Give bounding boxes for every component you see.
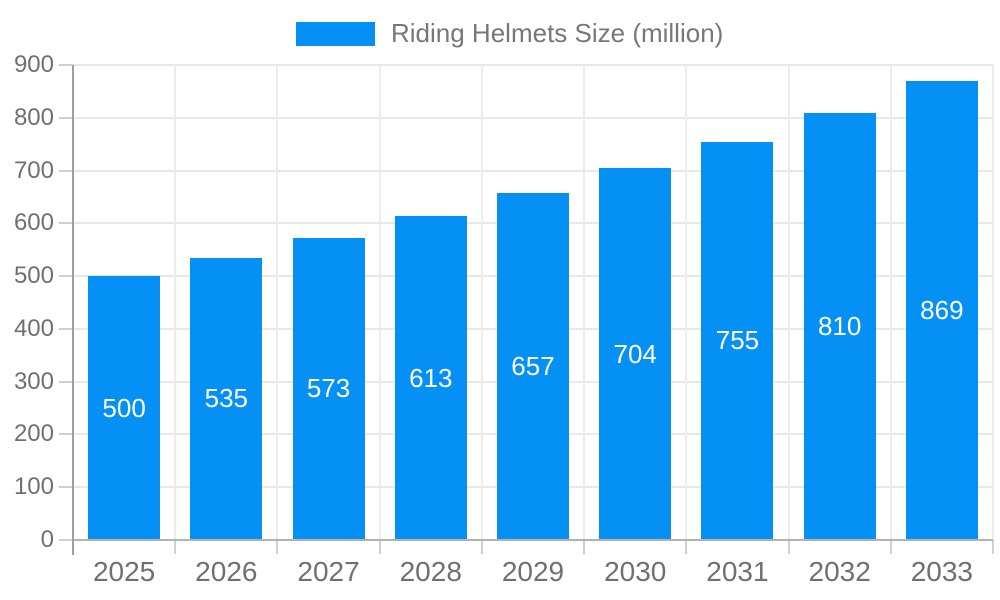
y-axis-label: 900: [13, 51, 54, 78]
x-gridline: [992, 65, 994, 540]
x-axis-label: 2025: [92, 556, 156, 587]
x-tick: [685, 540, 688, 554]
x-axis-label: 2027: [297, 556, 360, 587]
y-tick: [59, 486, 73, 489]
x-axis-label: 2033: [910, 556, 974, 587]
bar-value-label: 613: [409, 362, 453, 393]
x-axis-baseline: [73, 539, 993, 541]
bar-2026: 535: [190, 257, 263, 540]
y-tick: [59, 539, 73, 541]
bar-2032: 810: [803, 112, 876, 540]
bar-value-label: 810: [817, 310, 862, 341]
bar-2030: 704: [599, 168, 672, 540]
y-axis-label: 100: [13, 473, 54, 501]
bar-2027: 573: [292, 237, 365, 540]
x-gridline: [583, 65, 586, 540]
y-axis-line: [72, 65, 74, 555]
legend-label: Riding Helmets Size (million): [391, 18, 724, 48]
y-gridline: [73, 169, 993, 172]
y-axis-label: 200: [13, 420, 54, 448]
y-tick: [59, 380, 73, 383]
y-tick: [59, 64, 73, 66]
x-tick: [992, 540, 994, 554]
x-tick: [889, 540, 892, 554]
bar-2025: 500: [88, 276, 161, 540]
y-axis-label: 700: [13, 156, 54, 184]
y-axis-label: 600: [13, 209, 54, 237]
chart-legend: Riding Helmets Size (million): [296, 18, 723, 49]
bar-value-label: 500: [102, 392, 146, 423]
x-axis-label: 2032: [808, 556, 871, 587]
y-tick: [59, 433, 73, 436]
x-tick: [583, 540, 586, 554]
y-gridline: [73, 64, 993, 66]
bar-2033: 869: [905, 81, 978, 540]
x-gridline: [378, 65, 381, 540]
bar-2031: 755: [701, 141, 774, 540]
x-tick: [787, 540, 790, 554]
y-gridline: [73, 116, 993, 119]
x-axis-label: 2028: [399, 556, 462, 587]
y-axis-label: 300: [13, 367, 54, 395]
x-gridline: [480, 65, 483, 540]
legend-swatch: [296, 21, 375, 46]
y-tick: [59, 275, 73, 278]
x-gridline: [787, 65, 790, 540]
bar-2028: 613: [394, 216, 467, 540]
y-tick: [59, 116, 73, 119]
x-axis-label: 2031: [706, 556, 769, 587]
y-tick: [59, 327, 73, 330]
x-tick: [480, 540, 483, 554]
x-axis-label: 2029: [501, 556, 565, 587]
y-axis-label: 0: [40, 526, 54, 553]
bar-value-label: 869: [920, 295, 964, 326]
x-tick: [276, 540, 279, 554]
x-gridline: [174, 65, 177, 540]
y-tick: [59, 222, 73, 225]
y-axis-label: 800: [13, 103, 54, 131]
bar-value-label: 755: [715, 325, 760, 356]
x-gridline: [889, 65, 892, 540]
bar-value-label: 535: [204, 383, 249, 414]
y-axis-label: 500: [13, 262, 54, 290]
bar-2029: 657: [497, 193, 569, 540]
y-axis-label: 400: [13, 314, 54, 342]
x-axis-label: 2030: [604, 556, 667, 587]
bar-value-label: 657: [511, 351, 555, 382]
x-axis-label: 2026: [195, 556, 258, 587]
y-tick: [59, 169, 73, 172]
x-tick: [174, 540, 177, 554]
x-gridline: [276, 65, 279, 540]
bar-value-label: 573: [306, 373, 351, 404]
x-gridline: [685, 65, 688, 540]
bar-value-label: 704: [613, 338, 657, 369]
x-tick: [378, 540, 381, 554]
